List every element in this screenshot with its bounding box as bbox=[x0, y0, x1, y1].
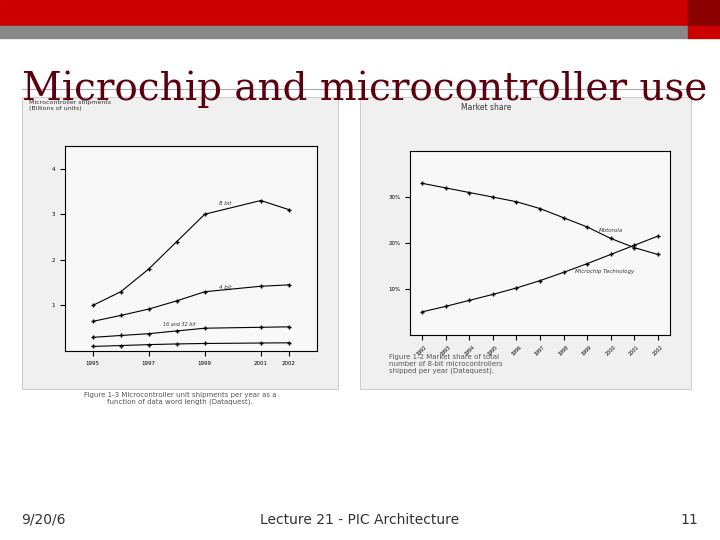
Bar bbox=[22, 97, 338, 389]
Bar bbox=[360, 97, 691, 389]
Text: Figure 1-3 Microcontroller unit shipments per year as a
function of data word le: Figure 1-3 Microcontroller unit shipment… bbox=[84, 392, 276, 405]
Text: Lecture 21 - PIC Architecture: Lecture 21 - PIC Architecture bbox=[261, 512, 459, 526]
Bar bbox=[688, 0, 720, 26]
Text: 8 bit: 8 bit bbox=[219, 201, 231, 206]
Bar bbox=[0, 26, 688, 38]
Text: Market share: Market share bbox=[461, 103, 511, 112]
Text: Microchip Technology: Microchip Technology bbox=[575, 269, 634, 274]
Text: Microcontroller shipments
(Billions of units): Microcontroller shipments (Billions of u… bbox=[29, 100, 111, 111]
Bar bbox=[688, 26, 720, 38]
Text: Motorola: Motorola bbox=[599, 227, 623, 233]
Text: Figure 1-2 Market share of total
number of 8-bit microcontrollers
shipped per ye: Figure 1-2 Market share of total number … bbox=[389, 354, 503, 374]
Text: 16 and 32 bit: 16 and 32 bit bbox=[163, 322, 195, 327]
Text: 11: 11 bbox=[680, 512, 698, 526]
Text: 9/20/6: 9/20/6 bbox=[22, 512, 66, 526]
Bar bbox=[0, 0, 688, 26]
Text: 4 bit: 4 bit bbox=[219, 286, 231, 291]
Text: Microchip and microcontroller use: Microchip and microcontroller use bbox=[22, 70, 707, 107]
